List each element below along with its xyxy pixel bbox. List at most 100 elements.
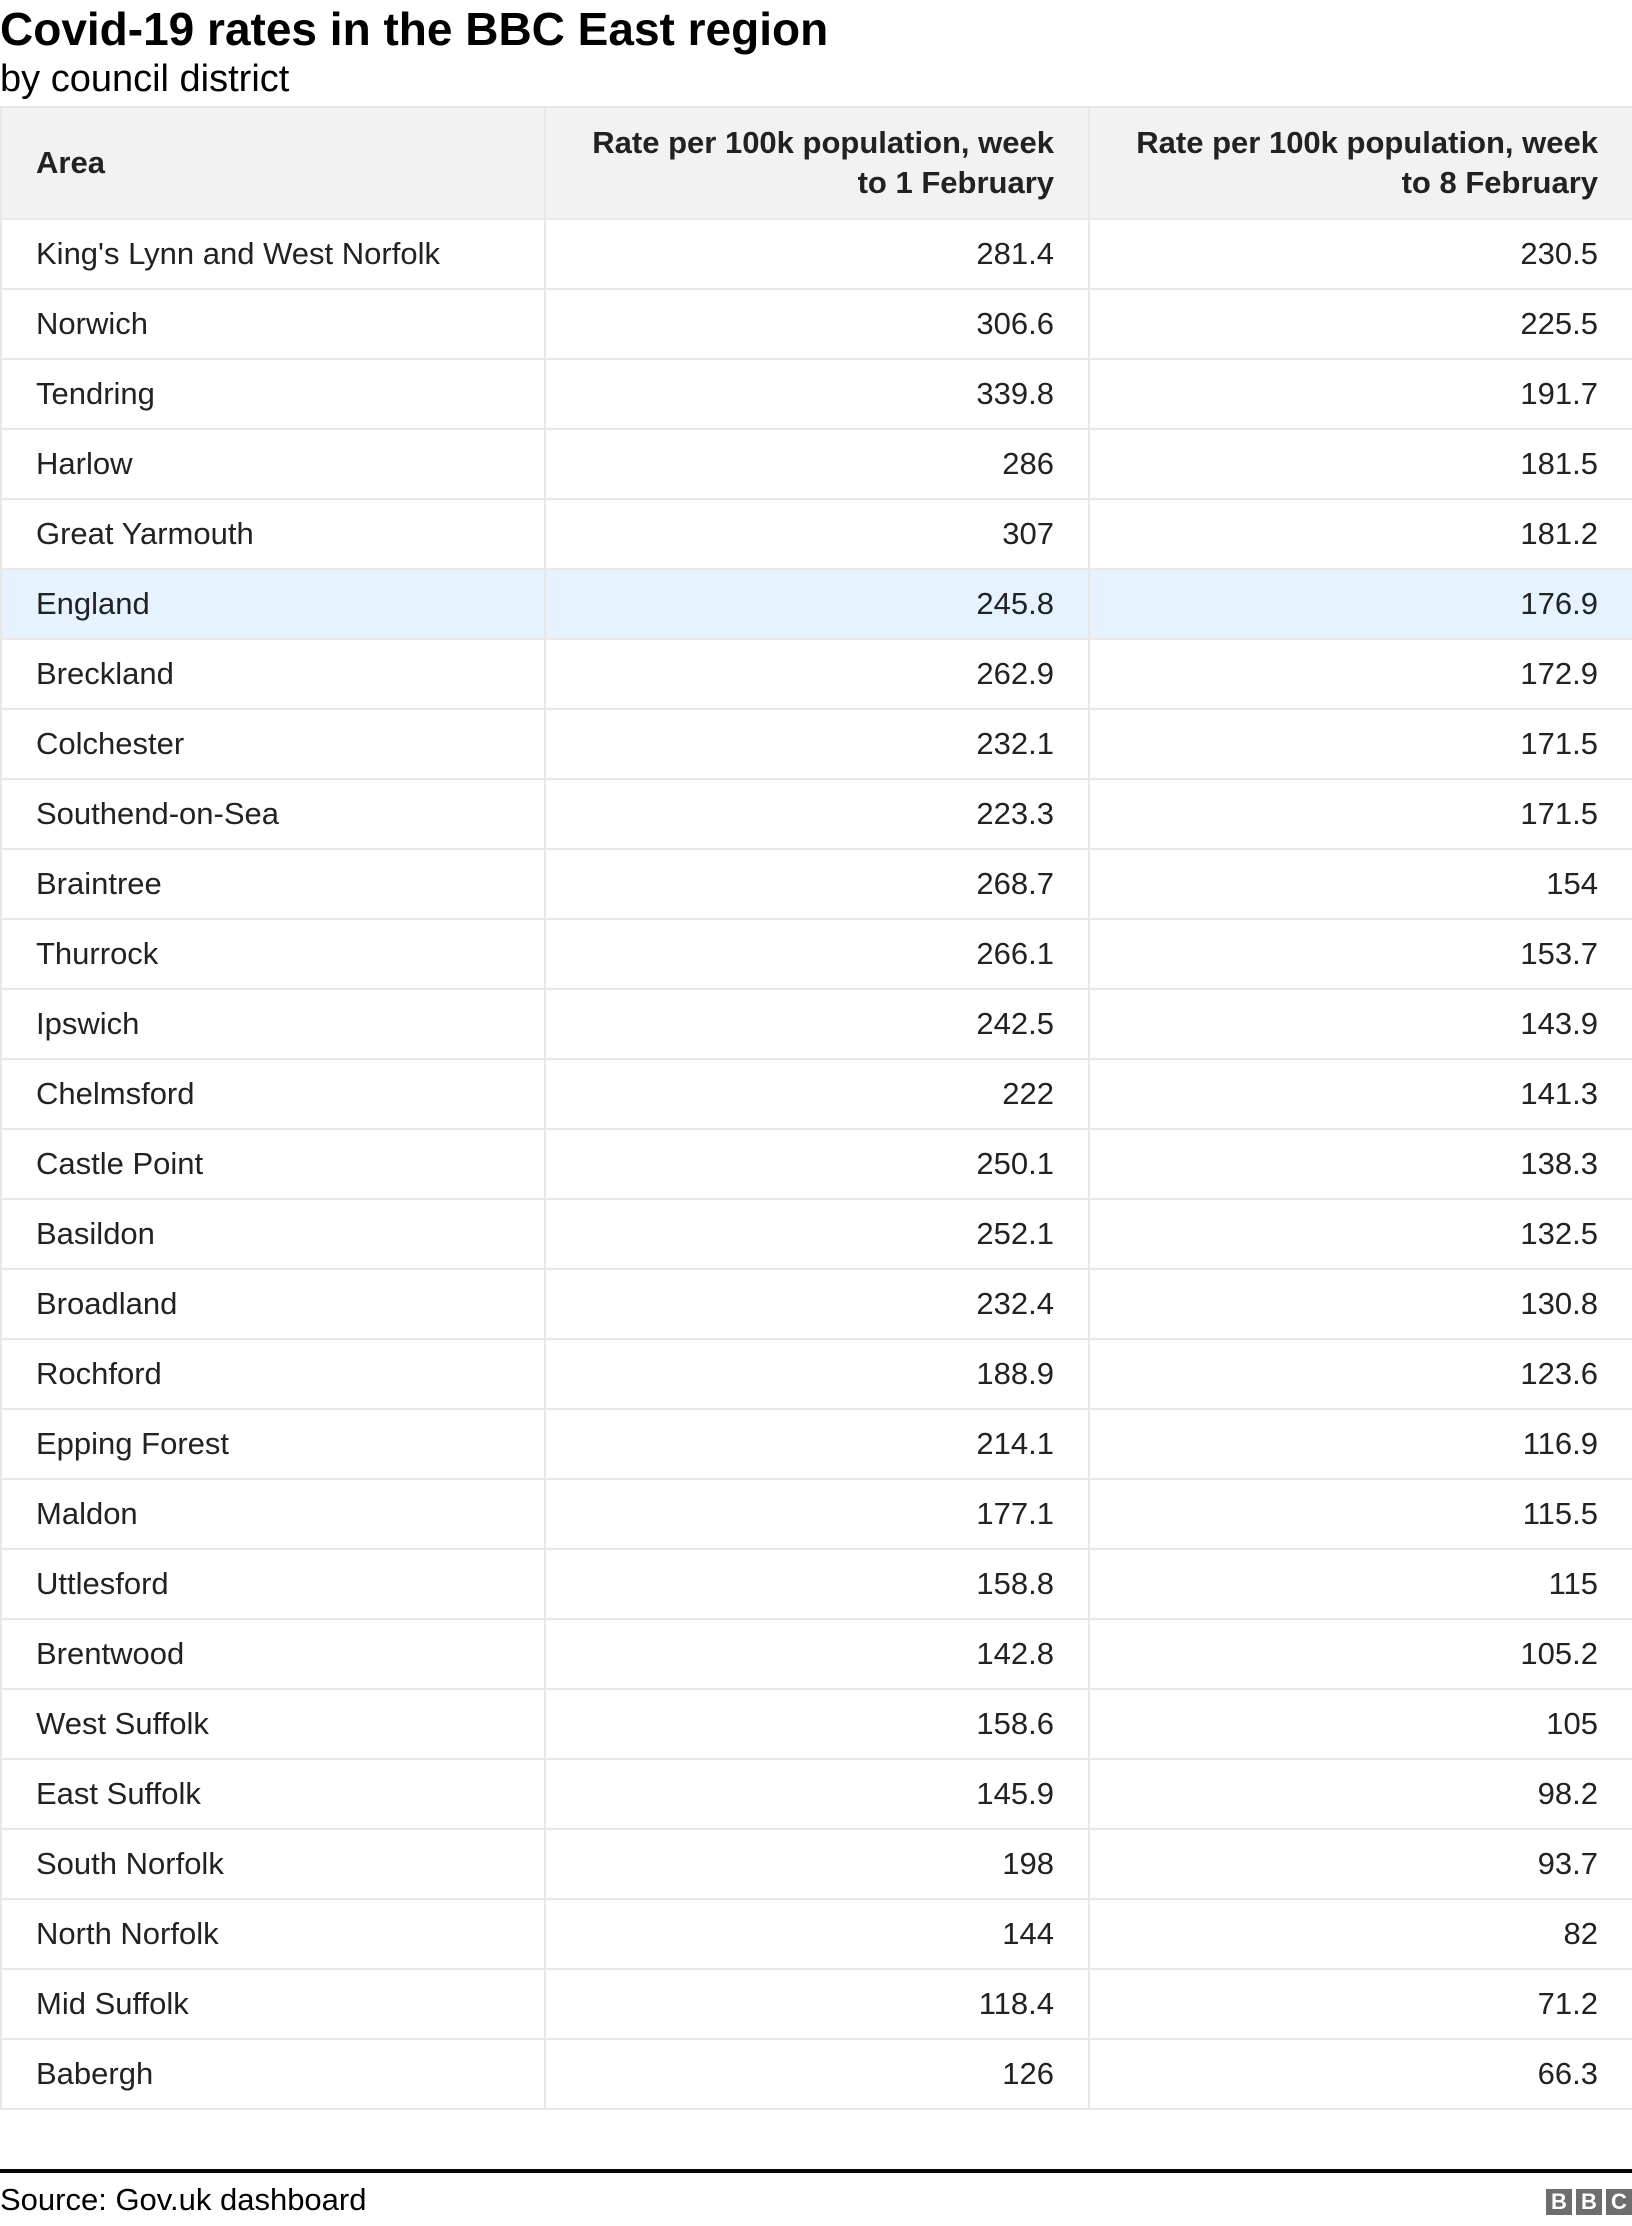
rate-8-feb-cell: 181.5 [1088, 428, 1632, 500]
table-row: Chelmsford 222 141.3 [0, 1058, 1632, 1130]
rate-8-feb-cell: 191.7 [1088, 358, 1632, 430]
rate-1-feb-cell: 126 [544, 2038, 1090, 2110]
chart-subtitle: by council district [0, 58, 290, 100]
rate-8-feb-cell: 123.6 [1088, 1338, 1632, 1410]
rate-1-feb-cell: 268.7 [544, 848, 1090, 920]
rate-1-feb-cell: 242.5 [544, 988, 1090, 1060]
rates-table: Area Rate per 100k population, week to 1… [0, 106, 1632, 2110]
rate-8-feb-cell: 181.2 [1088, 498, 1632, 570]
header-week-1-feb: Rate per 100k population, week to 1 Febr… [544, 106, 1090, 220]
table-row: Colchester 232.1 171.5 [0, 708, 1632, 780]
table-row: North Norfolk 144 82 [0, 1898, 1632, 1970]
rate-8-feb-cell: 115 [1088, 1548, 1632, 1620]
table-row: East Suffolk 145.9 98.2 [0, 1758, 1632, 1830]
rate-8-feb-cell: 153.7 [1088, 918, 1632, 990]
rate-8-feb-cell: 130.8 [1088, 1268, 1632, 1340]
rate-1-feb-cell: 198 [544, 1828, 1090, 1900]
area-cell: Uttlesford [0, 1548, 546, 1620]
area-cell: Southend-on-Sea [0, 778, 546, 850]
table-row: Braintree 268.7 154 [0, 848, 1632, 920]
area-cell: Colchester [0, 708, 546, 780]
rate-1-feb-cell: 222 [544, 1058, 1090, 1130]
table-row: Great Yarmouth 307 181.2 [0, 498, 1632, 570]
rate-8-feb-cell: 176.9 [1088, 568, 1632, 640]
bbc-logo-block: C [1606, 2189, 1632, 2215]
area-cell: Harlow [0, 428, 546, 500]
area-cell: North Norfolk [0, 1898, 546, 1970]
area-cell: Great Yarmouth [0, 498, 546, 570]
rate-1-feb-cell: 286 [544, 428, 1090, 500]
rate-1-feb-cell: 145.9 [544, 1758, 1090, 1830]
rate-8-feb-cell: 93.7 [1088, 1828, 1632, 1900]
header-row: Area Rate per 100k population, week to 1… [0, 106, 1632, 220]
table-row: Epping Forest 214.1 116.9 [0, 1408, 1632, 1480]
rate-1-feb-cell: 245.8 [544, 568, 1090, 640]
table-row: Southend-on-Sea 223.3 171.5 [0, 778, 1632, 850]
rate-1-feb-cell: 232.4 [544, 1268, 1090, 1340]
rate-1-feb-cell: 158.6 [544, 1688, 1090, 1760]
area-cell: Babergh [0, 2038, 546, 2110]
area-cell: East Suffolk [0, 1758, 546, 1830]
area-cell: King's Lynn and West Norfolk [0, 218, 546, 290]
area-cell: Breckland [0, 638, 546, 710]
rate-8-feb-cell: 105 [1088, 1688, 1632, 1760]
rate-1-feb-cell: 252.1 [544, 1198, 1090, 1270]
area-cell: Chelmsford [0, 1058, 546, 1130]
rate-8-feb-cell: 82 [1088, 1898, 1632, 1970]
rate-1-feb-cell: 158.8 [544, 1548, 1090, 1620]
rate-1-feb-cell: 232.1 [544, 708, 1090, 780]
rate-8-feb-cell: 105.2 [1088, 1618, 1632, 1690]
rate-1-feb-cell: 306.6 [544, 288, 1090, 360]
rate-8-feb-cell: 141.3 [1088, 1058, 1632, 1130]
rate-8-feb-cell: 172.9 [1088, 638, 1632, 710]
area-cell: Broadland [0, 1268, 546, 1340]
table-row: Babergh 126 66.3 [0, 2038, 1632, 2110]
area-cell: Tendring [0, 358, 546, 430]
area-cell: Brentwood [0, 1618, 546, 1690]
table-row: King's Lynn and West Norfolk 281.4 230.5 [0, 218, 1632, 290]
area-cell: West Suffolk [0, 1688, 546, 1760]
rate-1-feb-cell: 266.1 [544, 918, 1090, 990]
table-row: Tendring 339.8 191.7 [0, 358, 1632, 430]
chart-title: Covid-19 rates in the BBC East region [0, 3, 829, 55]
footer-divider [0, 2169, 1632, 2173]
area-cell: Braintree [0, 848, 546, 920]
header-week-8-feb: Rate per 100k population, week to 8 Febr… [1088, 106, 1632, 220]
area-cell: Rochford [0, 1338, 546, 1410]
bbc-logo-block: B [1576, 2189, 1602, 2215]
table-row: Harlow 286 181.5 [0, 428, 1632, 500]
rate-8-feb-cell: 171.5 [1088, 708, 1632, 780]
table-row: Thurrock 266.1 153.7 [0, 918, 1632, 990]
rate-8-feb-cell: 171.5 [1088, 778, 1632, 850]
rate-8-feb-cell: 154 [1088, 848, 1632, 920]
rate-8-feb-cell: 143.9 [1088, 988, 1632, 1060]
bbc-logo-block: B [1546, 2189, 1572, 2215]
bbc-logo: B B C [1546, 2189, 1632, 2215]
area-cell: England [0, 568, 546, 640]
rate-8-feb-cell: 116.9 [1088, 1408, 1632, 1480]
rate-1-feb-cell: 177.1 [544, 1478, 1090, 1550]
source-note: Source: Gov.uk dashboard [0, 2182, 367, 2217]
area-cell: Basildon [0, 1198, 546, 1270]
rate-1-feb-cell: 281.4 [544, 218, 1090, 290]
table-row: South Norfolk 198 93.7 [0, 1828, 1632, 1900]
rate-1-feb-cell: 118.4 [544, 1968, 1090, 2040]
rate-1-feb-cell: 144 [544, 1898, 1090, 1970]
header-area: Area [0, 106, 546, 220]
table-row: Basildon 252.1 132.5 [0, 1198, 1632, 1270]
area-cell: Ipswich [0, 988, 546, 1060]
rate-8-feb-cell: 98.2 [1088, 1758, 1632, 1830]
table-row: Castle Point 250.1 138.3 [0, 1128, 1632, 1200]
table-row: West Suffolk 158.6 105 [0, 1688, 1632, 1760]
rate-1-feb-cell: 250.1 [544, 1128, 1090, 1200]
rate-1-feb-cell: 223.3 [544, 778, 1090, 850]
table-row: Rochford 188.9 123.6 [0, 1338, 1632, 1410]
table-row: England 245.8 176.9 [0, 568, 1632, 640]
rate-1-feb-cell: 142.8 [544, 1618, 1090, 1690]
rate-8-feb-cell: 66.3 [1088, 2038, 1632, 2110]
area-cell: Epping Forest [0, 1408, 546, 1480]
rate-1-feb-cell: 307 [544, 498, 1090, 570]
table-row: Mid Suffolk 118.4 71.2 [0, 1968, 1632, 2040]
rate-8-feb-cell: 115.5 [1088, 1478, 1632, 1550]
area-cell: Castle Point [0, 1128, 546, 1200]
